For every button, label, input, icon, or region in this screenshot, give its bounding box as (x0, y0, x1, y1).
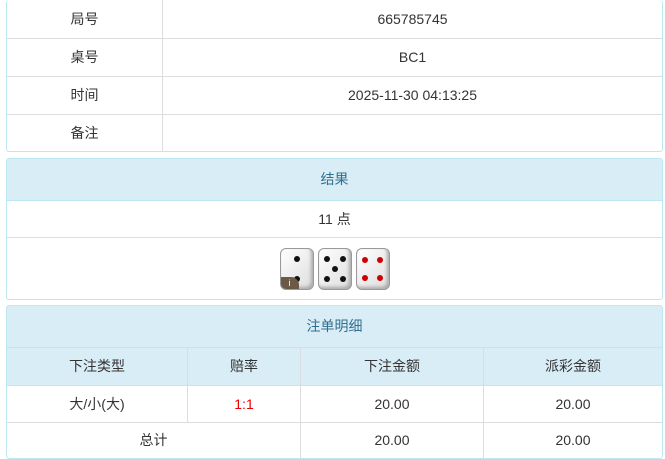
die-pip (376, 257, 383, 264)
label: 时间 (7, 75, 163, 115)
result-points: 11 点 (7, 201, 662, 238)
result-panel: 结果 11 点 i (6, 158, 663, 300)
bet-detail-panel: 注单明细 下注类型 赔率 下注金额 派彩金额 大/小(大) 1:1 20.00 20.00 … (6, 305, 663, 459)
table-row: 备注 (7, 113, 662, 151)
die-2: i (279, 248, 314, 290)
die-pip (323, 276, 330, 282)
die-pip (362, 257, 369, 264)
remark (162, 113, 662, 151)
die-pip (323, 256, 330, 262)
die-pip (331, 266, 338, 272)
time: 2025-11-30 04:13:25 (162, 75, 662, 115)
die-pip (376, 274, 383, 281)
odds: 1:1 (187, 384, 301, 423)
label: 局号 (7, 0, 163, 39)
dice-group: i (7, 238, 662, 290)
total-label: 总计 (7, 421, 301, 458)
bet-amount: 20.00 (300, 384, 484, 423)
table-row: 桌号 BC1 (7, 37, 662, 77)
round-number: 665785745 (162, 0, 662, 39)
label: 桌号 (7, 37, 163, 77)
die-pip (339, 256, 346, 262)
die-pip (293, 256, 300, 262)
payout: 20.00 (483, 384, 662, 423)
die-4 (355, 248, 390, 290)
table-row: 局号 665785745 (7, 0, 662, 39)
label: 备注 (7, 113, 163, 151)
round-info-panel: 局号 665785745 桌号 BC1 时间 2025-11-30 04:13:25 … (6, 0, 663, 152)
bet-detail-title: 注单明细 (7, 306, 662, 348)
table-row: 时间 2025-11-30 04:13:25 (7, 75, 662, 115)
col-odds: 赔率 (187, 348, 301, 386)
total-row: 总计 20.00 20.00 (7, 421, 662, 458)
col-payout: 派彩金额 (483, 348, 662, 386)
die-5 (317, 248, 352, 290)
result-title: 结果 (7, 159, 662, 201)
table-row: 大/小(大) 1:1 20.00 20.00 (7, 384, 662, 423)
total-payout: 20.00 (483, 421, 662, 458)
col-bet-type: 下注类型 (7, 348, 188, 386)
die-pip (362, 274, 369, 281)
info-icon[interactable]: i (280, 277, 299, 289)
total-amount: 20.00 (300, 421, 484, 458)
bet-type: 大/小(大) (7, 384, 188, 423)
die-pip (339, 276, 346, 282)
table-number: BC1 (162, 37, 662, 77)
col-bet-amount: 下注金额 (300, 348, 484, 386)
